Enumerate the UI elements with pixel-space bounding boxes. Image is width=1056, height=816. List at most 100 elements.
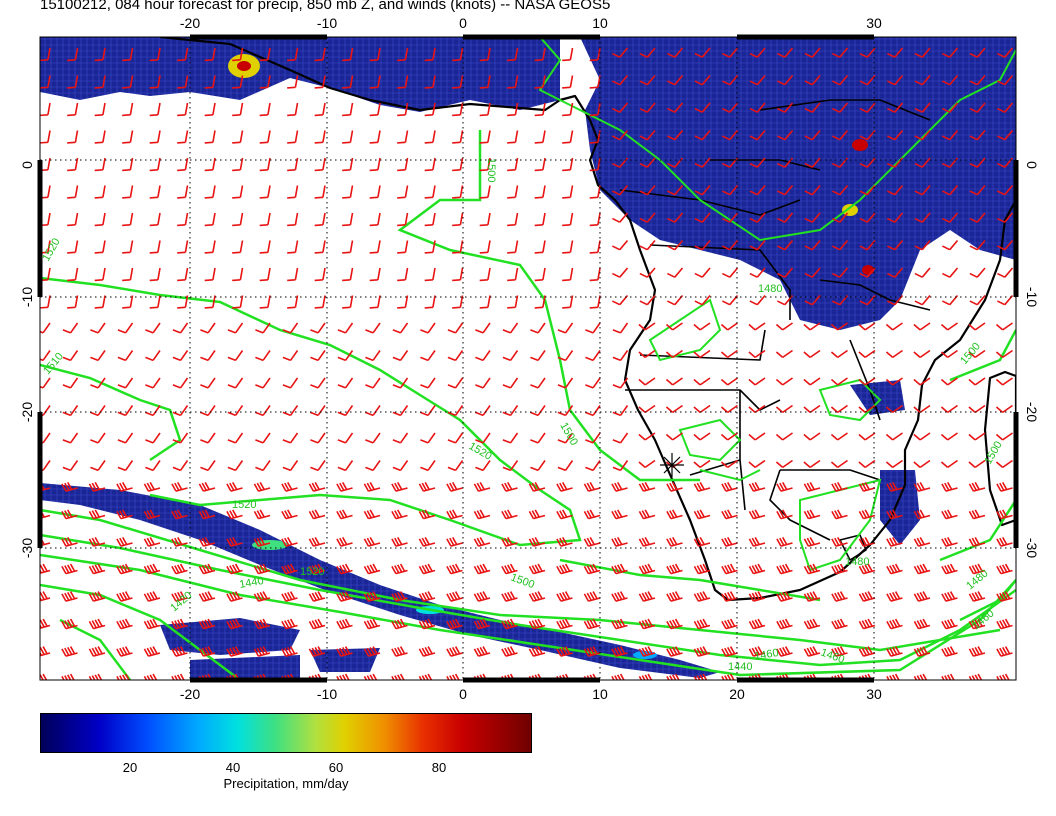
wind-barb — [336, 646, 353, 657]
wind-barb — [941, 673, 958, 680]
wind-barb — [363, 673, 381, 680]
wind-barb — [420, 322, 436, 334]
wind-barb — [88, 591, 106, 602]
wind-barb — [666, 673, 683, 680]
wind-barb — [62, 322, 79, 334]
wind-barb — [913, 536, 931, 547]
wind-barb — [694, 74, 711, 86]
wind-barb — [424, 157, 436, 172]
wind-barb — [913, 646, 931, 657]
wind-barb — [858, 459, 876, 469]
wind-barb — [226, 618, 243, 630]
wind-barb — [777, 74, 794, 86]
wind-barb — [502, 432, 519, 444]
wind-barb — [583, 618, 601, 630]
wind-barb — [885, 459, 903, 469]
wind-barb — [667, 294, 684, 306]
lat-label-left: 0 — [19, 161, 35, 169]
wind-barb — [776, 536, 793, 547]
wind-barb — [995, 459, 1013, 469]
wind-barb — [997, 47, 1014, 58]
wind-barb — [62, 432, 79, 444]
wind-barb — [177, 157, 189, 172]
wind-barb — [61, 509, 78, 520]
wind-barb — [638, 563, 656, 575]
wind-barb — [67, 75, 79, 89]
wind-barb — [314, 130, 326, 144]
contour-label: 1440 — [728, 661, 752, 673]
wind-barb — [308, 563, 326, 575]
wind-barb — [666, 591, 683, 602]
wind-barb — [171, 481, 188, 492]
lon-label-bottom: 30 — [866, 686, 882, 702]
wind-barb — [940, 349, 958, 359]
wind-barb — [198, 536, 216, 547]
wind-barb — [995, 349, 1013, 359]
wind-barb — [638, 618, 656, 630]
precip-south-cell-3 — [310, 648, 380, 672]
wind-barb — [748, 646, 766, 657]
wind-barb — [803, 349, 821, 359]
wind-barb — [589, 295, 601, 309]
wind-barb — [314, 75, 326, 89]
wind-barb — [281, 509, 298, 520]
wind-barb — [556, 481, 573, 492]
wind-barb — [446, 536, 463, 547]
wind-barb — [336, 481, 353, 492]
wind-barb — [501, 509, 518, 520]
wind-barb — [122, 295, 134, 309]
wind-barb — [391, 591, 408, 602]
wind-barb — [968, 563, 986, 575]
wind-barb — [530, 405, 546, 417]
wind-barb — [858, 563, 876, 575]
wind-barb — [995, 322, 1013, 331]
wind-barb — [749, 47, 766, 58]
wind-barb — [420, 350, 436, 362]
contour-label: 1500 — [485, 158, 497, 182]
wind-barb — [804, 74, 821, 86]
wind-barb — [776, 563, 793, 575]
wind-barb — [145, 322, 161, 334]
lon-label-bottom: -20 — [180, 686, 200, 702]
wind-barb — [424, 240, 436, 254]
wind-barb — [612, 212, 629, 223]
wind-barb — [528, 618, 546, 630]
map-frame — [37, 34, 1019, 683]
wind-barb — [858, 322, 876, 331]
wind-barb — [534, 295, 546, 309]
wind-barb — [534, 240, 546, 254]
wind-barb — [556, 646, 573, 657]
wind-barb — [452, 240, 464, 254]
wind-barb — [722, 129, 739, 141]
lat-label-right: -20 — [1024, 402, 1040, 422]
wind-barb — [282, 377, 299, 389]
wind-barb — [198, 618, 216, 630]
wind-barb — [968, 509, 986, 520]
wind-barb — [722, 239, 739, 251]
wind-barb — [611, 591, 628, 602]
wind-barb — [204, 240, 216, 254]
wind-barb — [638, 536, 656, 547]
wind-barb — [473, 563, 491, 575]
wind-barb — [721, 509, 738, 520]
wind-barb — [748, 459, 766, 469]
wind-barb — [639, 212, 656, 223]
wind-barb — [259, 295, 271, 309]
wind-barb — [259, 130, 271, 144]
wind-barb — [914, 239, 931, 251]
wind-barb — [940, 459, 958, 469]
wind-barb — [720, 432, 738, 441]
wind-barb — [310, 460, 326, 472]
wind-barb — [143, 618, 161, 630]
station-marker — [660, 453, 684, 477]
wind-barb — [314, 157, 326, 172]
wind-barb — [638, 404, 656, 414]
wind-barb — [507, 295, 519, 309]
wind-barb — [232, 102, 244, 117]
wind-barb — [204, 212, 216, 227]
wind-barb — [885, 349, 903, 359]
wind-barb — [281, 618, 298, 630]
wind-barb — [255, 377, 271, 389]
wind-barb — [62, 460, 79, 472]
